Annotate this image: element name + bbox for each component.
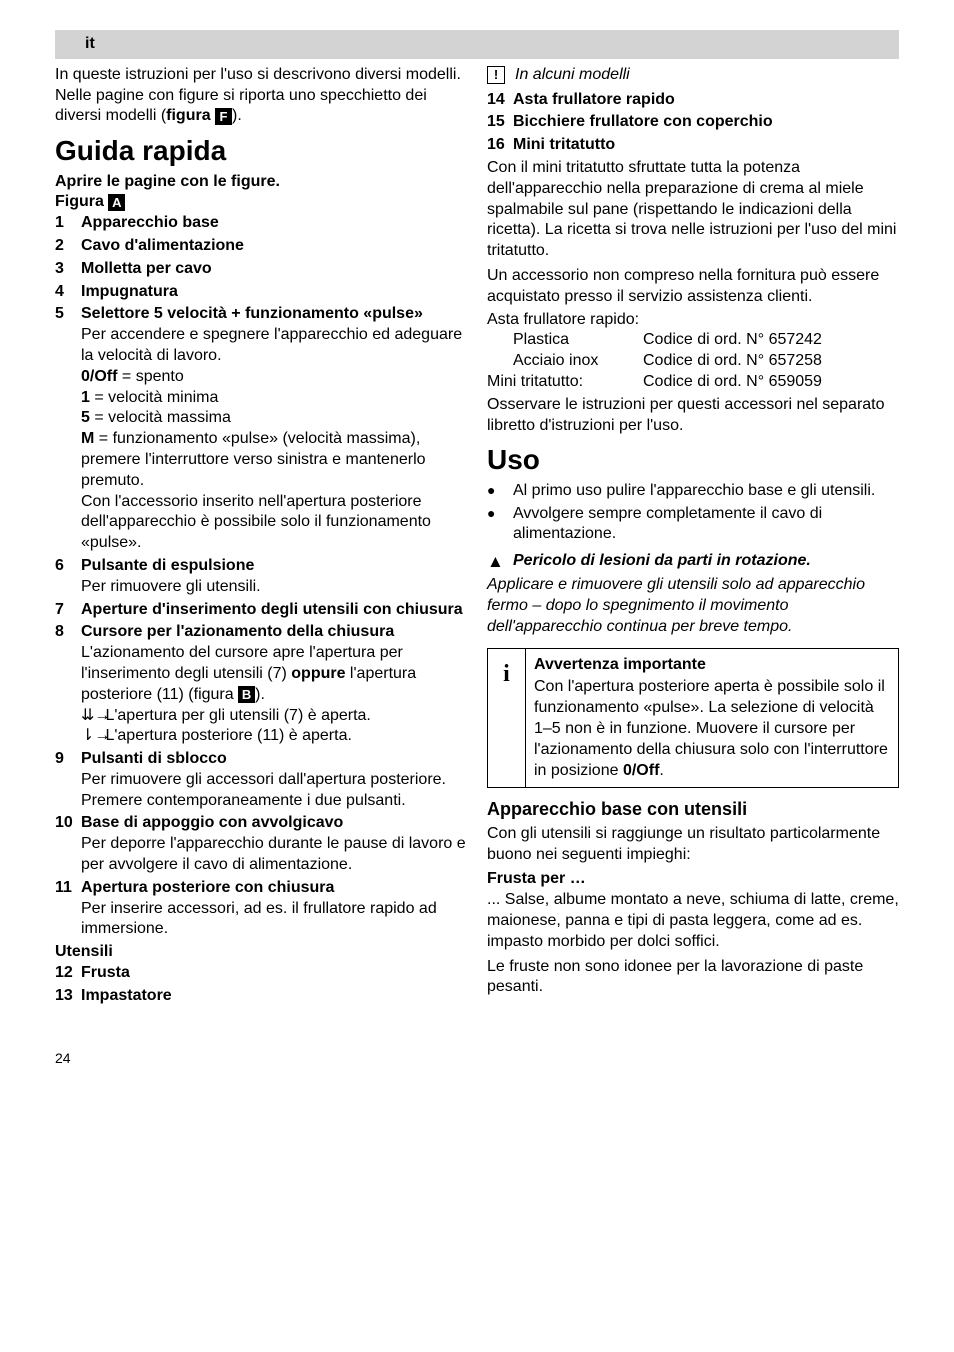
intro-text: In queste istruzioni per l'uso si descri… [55,66,461,125]
list-item: 2Cavo d'alimentazione [55,236,467,257]
some-models-row: ! In alcuni modelli [487,65,899,86]
order-table: PlasticaCodice di ord. N° 657242 Acciaio… [487,330,899,372]
list-item: 1Apparecchio base [55,213,467,234]
danger-text: Pericolo di lesioni da parti in rotazion… [513,551,899,572]
speed-5: 5 = velocità massima [81,408,467,429]
danger-row: ▲ Pericolo di lesioni da parti in rotazi… [487,551,899,573]
list-item: 3Molletta per cavo [55,259,467,280]
figura-a-line: Figura A [55,192,467,213]
list-item: 5 Selettore 5 velocità + funzionamento «… [55,304,467,554]
open-pages-line: Aprire le pagine con le figure. [55,172,467,193]
list-item: 4Impugnatura [55,282,467,303]
list-item: 7 Aperture d'inserimento degli utensili … [55,600,467,621]
figure-b-icon: B [238,686,255,703]
list-item: 11 Apertura posteriore con chiusuraPer i… [55,878,467,940]
whisk-arrow-icon: ⇊→ [81,706,101,727]
arrow-line-1: ⇊→ L'apertura per gli utensili (7) è ape… [81,706,467,727]
info-icon-cell: i [488,649,526,788]
utensili-heading: Utensili [55,942,467,963]
info-note-box: i Avvertenza importante Con l'apertura p… [487,648,899,789]
some-models-label: In alcuni modelli [515,65,630,86]
list-item: 10 Base di appoggio con avvolgicavoPer d… [55,813,467,875]
page-number: 24 [55,1049,899,1067]
list-item: 13Impastatore [55,986,467,1007]
exclamation-box-icon: ! [487,66,505,84]
app-desc: Con gli utensili si raggiunge un risulta… [487,824,899,866]
accessories-list: 14Asta frullatore rapido 15Bicchiere fru… [487,90,899,156]
info-i-icon: i [503,659,510,690]
apparecchio-base-heading: Apparecchio base con utensili [487,798,899,821]
warning-triangle-icon: ▲ [487,551,513,573]
figure-f-icon: F [215,108,232,125]
order-row: PlasticaCodice di ord. N° 657242 [513,330,899,351]
utensils-list: 12Frusta 13Impastatore [55,963,467,1007]
accessory-desc: Un accessorio non compreso nella fornitu… [487,266,899,308]
note-body: Con l'apertura posteriore aperta è possi… [534,677,890,781]
blender-arrow-icon: ⇂→ [81,726,101,747]
danger-desc: Applicare e rimuovere gli utensili solo … [487,575,899,637]
mini-order-row: Mini tritatutto:Codice di ord. N° 659059 [487,372,899,393]
frusta-warn: Le fruste non sono idonee per la lavoraz… [487,957,899,999]
speed-1: 1 = velocità minima [81,388,467,409]
figura-word: Figura [55,193,108,210]
speed-m: M = funzionamento «pulse» (velocità mass… [81,429,467,491]
intro-figura-word: figura [166,107,215,124]
parts-list: 1Apparecchio base 2Cavo d'alimentazione … [55,213,467,940]
observe-text: Osservare le istruzioni per questi acces… [487,395,899,437]
speed-0: 0/Off = spento [81,367,467,388]
order-row: Acciaio inoxCodice di ord. N° 657258 [513,351,899,372]
left-column: In queste istruzioni per l'uso si descri… [55,65,467,1009]
list-item: 12Frusta [55,963,467,984]
note-title: Avvertenza importante [534,655,890,676]
frusta-desc: ... Salse, albume montato a neve, schium… [487,890,899,952]
guida-rapida-heading: Guida rapida [55,133,467,169]
intro-paragraph: In queste istruzioni per l'uso si descri… [55,65,467,127]
list-item: 8 Cursore per l'azionamento della chiusu… [55,622,467,747]
uso-heading: Uso [487,442,899,478]
language-header: it [55,30,899,59]
mini-desc: Con il mini tritatutto sfruttate tutta l… [487,158,899,262]
list-item: 9 Pulsanti di sbloccoPer rimuovere gli a… [55,749,467,811]
intro-close: ). [232,107,242,124]
content-columns: In queste istruzioni per l'uso si descri… [55,65,899,1009]
right-column: ! In alcuni modelli 14Asta frullatore ra… [487,65,899,1009]
list-item: 15Bicchiere frullatore con coperchio [487,112,899,133]
arrow-line-2: ⇂→ L'apertura posteriore (11) è aperta. [81,726,467,747]
list-item: 16Mini tritatutto [487,135,899,156]
uso-bullets: Al primo uso pulire l'apparecchio base e… [487,481,899,545]
bullet-item: Al primo uso pulire l'apparecchio base e… [487,481,899,502]
bullet-item: Avvolgere sempre completamente il cavo d… [487,504,899,546]
language-code: it [85,35,95,52]
list-item: 6 Pulsante di espulsionePer rimuovere gl… [55,556,467,598]
list-item: 14Asta frullatore rapido [487,90,899,111]
frusta-title: Frusta per … [487,869,899,890]
asta-title: Asta frullatore rapido: [487,310,899,331]
figure-a-icon: A [108,194,125,211]
